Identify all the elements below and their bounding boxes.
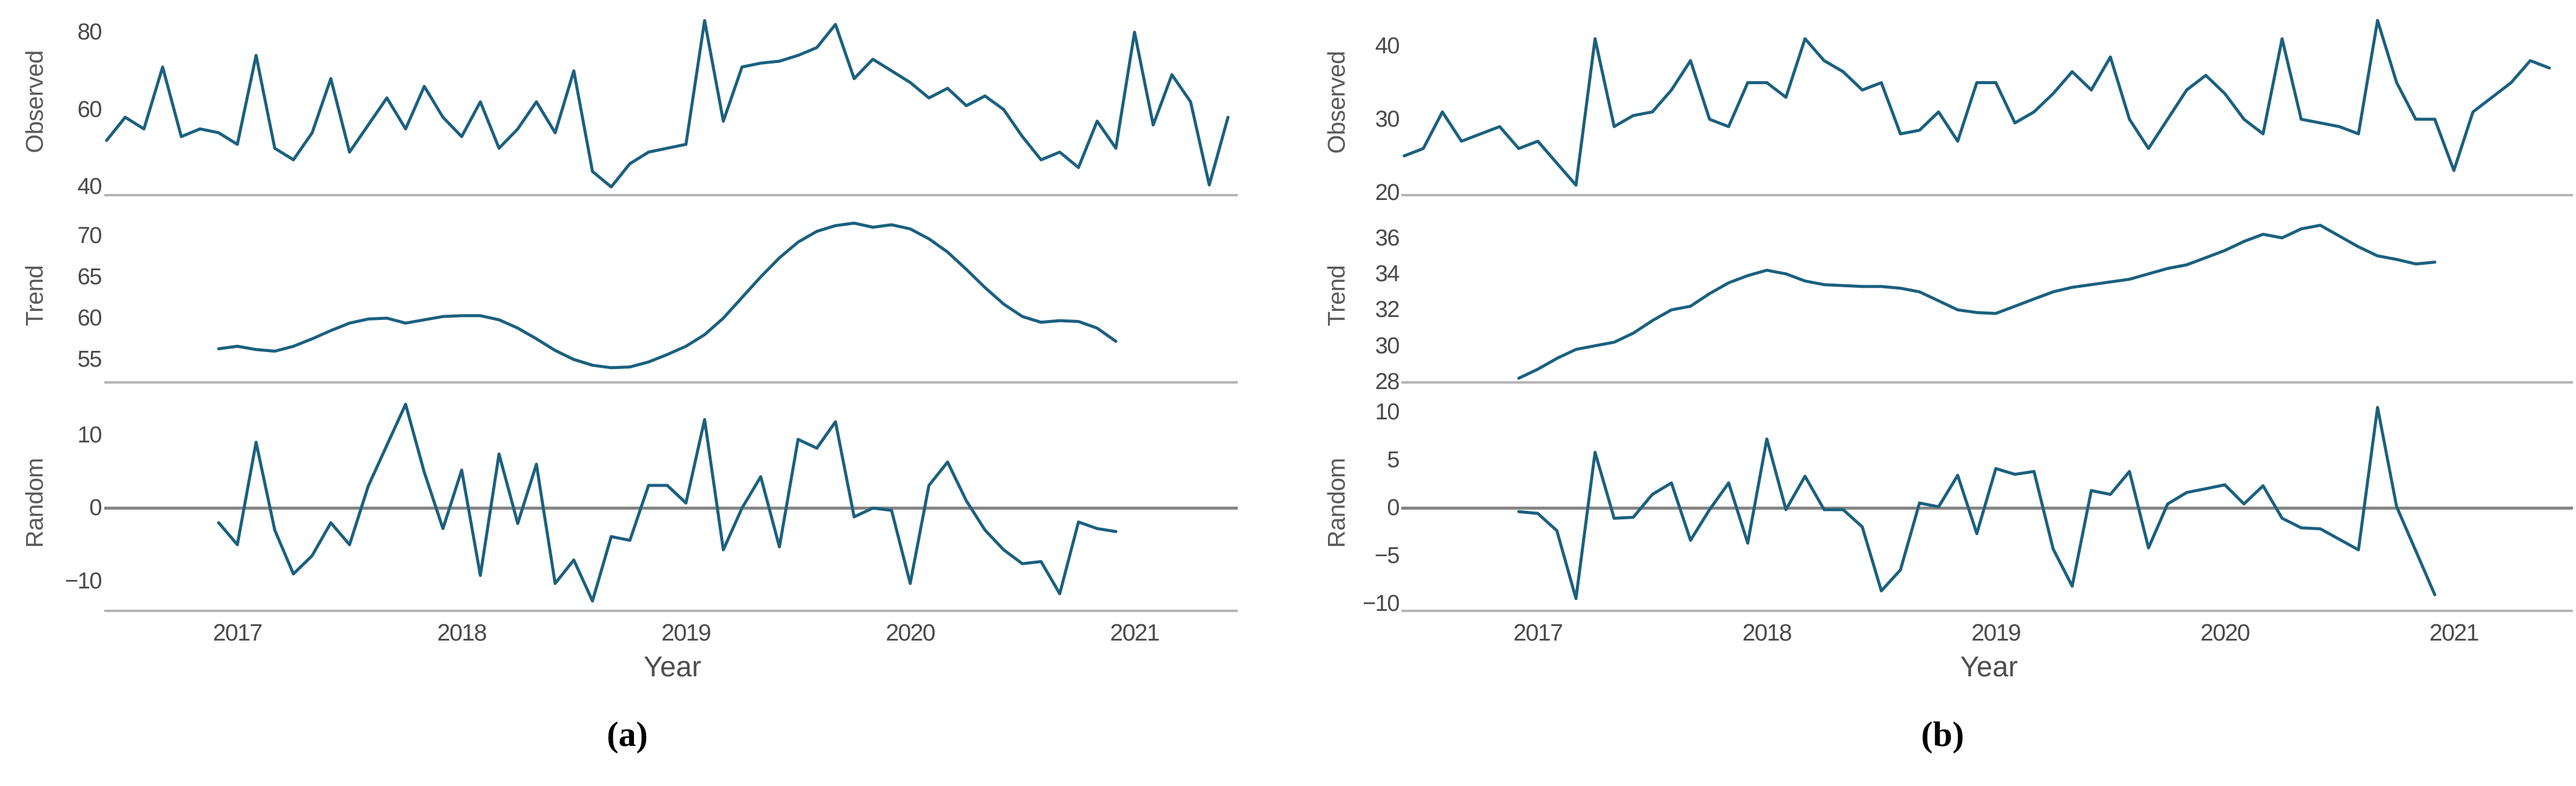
panel-axis-line-random	[104, 610, 1238, 612]
panel-plot-random	[1517, 405, 2437, 601]
y-tick-label: −10	[65, 568, 102, 594]
panel-axis-line-observed	[104, 194, 1238, 196]
y-axis-title-random: Random	[1323, 458, 1350, 548]
panel-axis-line-trend	[104, 381, 1238, 384]
x-axis-title: Year	[644, 650, 701, 682]
random-series-line	[1517, 405, 2437, 601]
trend-series-line	[1517, 224, 2437, 380]
x-tick-label: 2017	[1513, 620, 1563, 646]
y-tick-label: 0	[89, 495, 102, 521]
x-tick-label: 2019	[661, 620, 711, 646]
caption-b: (b)	[1921, 714, 1964, 754]
panel-axis-line-trend	[1401, 381, 2573, 384]
y-tick-label: 28	[1375, 369, 1400, 395]
zero-reference-line	[1401, 506, 2573, 510]
y-tick-label: 5	[1387, 447, 1400, 473]
observed-series-line	[1403, 19, 2551, 187]
x-tick-label: 2018	[1742, 620, 1792, 646]
y-tick-label: −10	[1363, 590, 1400, 616]
y-tick-label: 65	[77, 264, 102, 290]
y-tick-label: 30	[1375, 106, 1400, 132]
panel-axis-line-observed	[1401, 194, 2573, 196]
x-axis-title: Year	[1960, 650, 2018, 682]
zero-reference-line	[104, 507, 1238, 510]
y-tick-label: 40	[1375, 33, 1400, 59]
x-tick-label: 2020	[2200, 620, 2250, 646]
y-tick-label: 0	[1387, 495, 1400, 521]
x-tick-label: 2021	[2429, 620, 2479, 646]
panel-plot-observed	[105, 19, 1230, 188]
y-tick-label: 55	[77, 347, 102, 373]
y-tick-label: 34	[1375, 261, 1400, 287]
x-tick-label: 2017	[213, 620, 262, 646]
y-tick-label: 80	[77, 19, 102, 45]
y-tick-label: 30	[1375, 333, 1400, 359]
y-tick-label: 10	[1375, 399, 1400, 425]
y-tick-label: 40	[77, 174, 102, 200]
y-axis-title-observed: Observed	[1323, 51, 1350, 154]
y-tick-label: 20	[1375, 179, 1400, 205]
panel-plot-trend	[217, 221, 1118, 370]
caption-a: (a)	[607, 714, 648, 754]
observed-series-line	[105, 19, 1230, 188]
panel-plot-random	[217, 402, 1118, 603]
x-tick-label: 2021	[1110, 620, 1160, 646]
y-tick-label: 60	[77, 305, 102, 331]
trend-series-line	[217, 221, 1118, 370]
y-tick-label: 10	[77, 422, 102, 448]
y-axis-title-trend: Trend	[1323, 265, 1350, 326]
x-tick-label: 2018	[437, 620, 487, 646]
y-tick-label: −5	[1374, 542, 1400, 568]
panel-axis-line-random	[1401, 610, 2573, 612]
random-series-line	[217, 402, 1118, 603]
y-tick-label: 32	[1375, 297, 1400, 323]
panel-plot-observed	[1403, 19, 2551, 187]
y-tick-label: 36	[1375, 225, 1400, 251]
y-tick-label: 70	[77, 222, 102, 248]
panel-plot-trend	[1517, 224, 2437, 380]
y-tick-label: 60	[77, 96, 102, 122]
x-tick-label: 2019	[1971, 620, 2021, 646]
x-tick-label: 2020	[886, 620, 935, 646]
